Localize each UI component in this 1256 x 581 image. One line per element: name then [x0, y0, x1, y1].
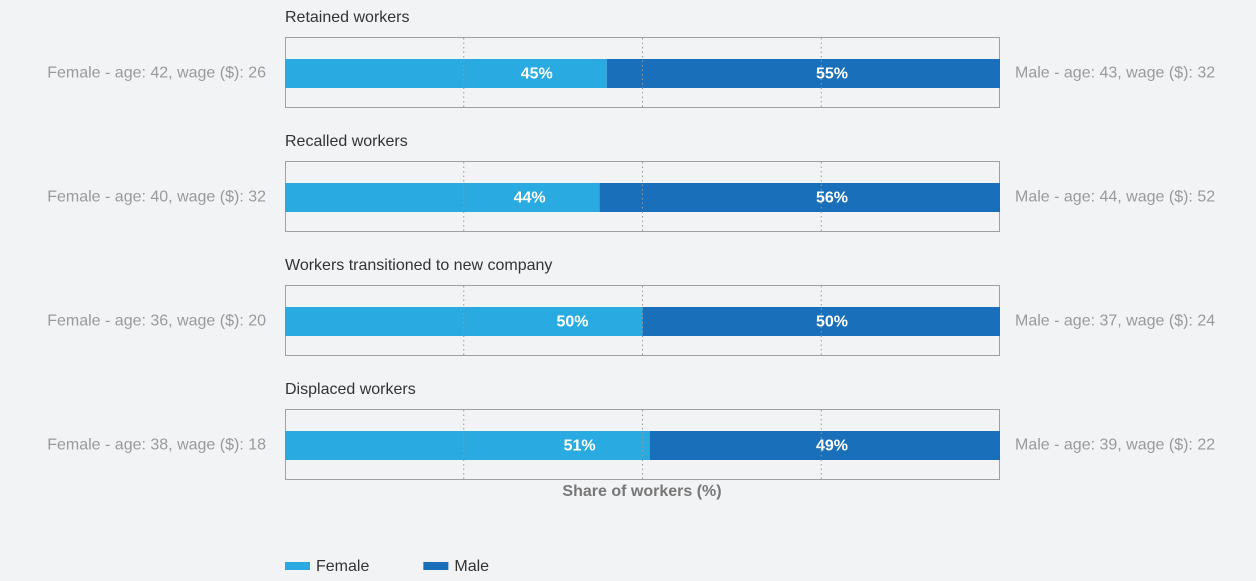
- panel-title: Workers transitioned to new company: [285, 257, 552, 274]
- bar-segment: [285, 183, 600, 212]
- value-label: 55%: [816, 66, 848, 83]
- panel-title: Retained workers: [285, 9, 410, 26]
- bar-segment: [606, 59, 1000, 88]
- legend-swatch: [423, 562, 449, 570]
- panel-title: Displaced workers: [285, 381, 416, 398]
- left-label: Female - age: 42, wage ($): 26: [47, 65, 266, 82]
- right-label: Male - age: 44, wage ($): 52: [1015, 189, 1215, 206]
- value-label: 49%: [816, 438, 848, 455]
- value-label: 50%: [556, 314, 588, 331]
- value-label: 51%: [564, 438, 596, 455]
- bar-segment: [599, 183, 1000, 212]
- legend-label: Female: [316, 558, 369, 575]
- value-label: 45%: [521, 66, 553, 83]
- x-axis-label: Share of workers (%): [562, 483, 721, 500]
- right-label: Male - age: 39, wage ($): 22: [1015, 437, 1215, 454]
- right-label: Male - age: 43, wage ($): 32: [1015, 65, 1215, 82]
- left-label: Female - age: 40, wage ($): 32: [47, 189, 266, 206]
- value-label: 50%: [816, 314, 848, 331]
- value-label: 56%: [816, 190, 848, 207]
- bar-segment: [285, 431, 650, 460]
- left-label: Female - age: 36, wage ($): 20: [47, 313, 266, 330]
- legend-swatch: [285, 562, 310, 570]
- panel-title: Recalled workers: [285, 133, 408, 150]
- legend-label: Male: [454, 558, 489, 575]
- value-label: 44%: [514, 190, 546, 207]
- bar-segment: [649, 431, 1000, 460]
- left-label: Female - age: 38, wage ($): 18: [47, 437, 266, 454]
- bar-segment: [285, 59, 607, 88]
- right-label: Male - age: 37, wage ($): 24: [1015, 313, 1215, 330]
